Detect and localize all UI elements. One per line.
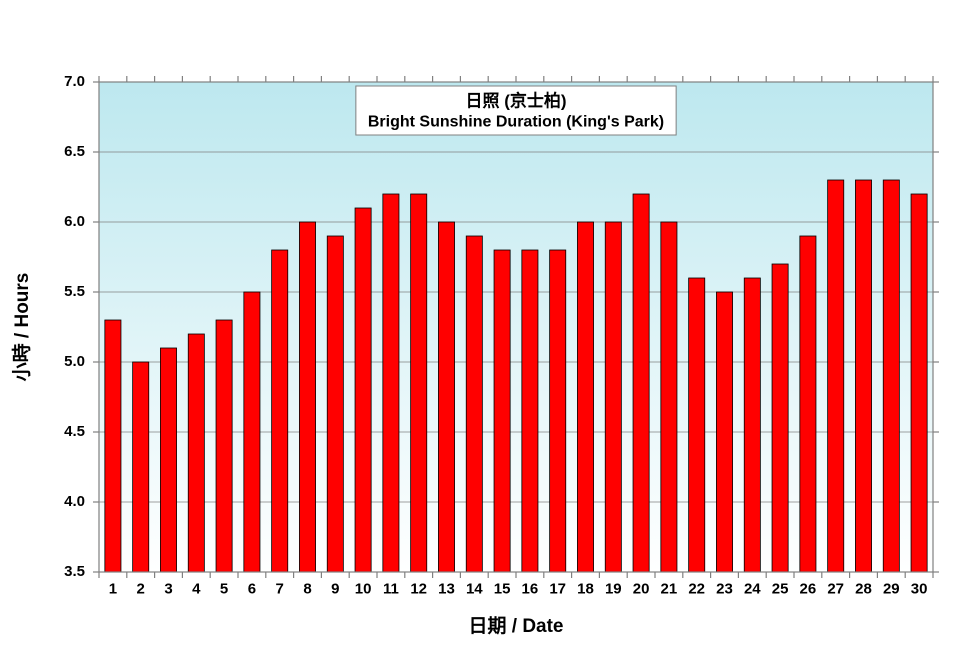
x-tick-label: 3 [164, 580, 172, 597]
y-tick-label: 7.0 [64, 73, 85, 90]
bar [438, 222, 454, 572]
x-tick-label: 6 [248, 580, 256, 597]
x-tick-label: 13 [438, 580, 455, 597]
x-tick-label: 19 [605, 580, 622, 597]
x-axis-label: 日期 / Date [468, 615, 563, 637]
x-tick-label: 27 [827, 580, 844, 597]
chart-title-line1: 日照 (京士柏) [465, 90, 566, 110]
bar [494, 250, 510, 572]
bar [522, 250, 538, 572]
bar [383, 194, 399, 572]
x-tick-label: 15 [494, 580, 511, 597]
x-tick-label: 17 [549, 580, 566, 597]
bar [716, 292, 732, 572]
bar [105, 320, 121, 572]
x-tick-label: 23 [716, 580, 733, 597]
bar [216, 320, 232, 572]
bar [411, 194, 427, 572]
bar [244, 292, 260, 572]
bar [550, 250, 566, 572]
y-tick-label: 5.5 [64, 283, 85, 300]
x-tick-label: 8 [303, 580, 311, 597]
bar [272, 250, 288, 572]
x-tick-label: 9 [331, 580, 339, 597]
bar [355, 208, 371, 572]
x-tick-label: 25 [772, 580, 789, 597]
x-tick-label: 16 [522, 580, 539, 597]
x-tick-label: 12 [410, 580, 427, 597]
bar [133, 362, 149, 572]
bar [299, 222, 315, 572]
chart-title-line2: Bright Sunshine Duration (King's Park) [368, 114, 664, 131]
x-tick-label: 4 [192, 580, 201, 597]
bar [188, 334, 204, 572]
y-tick-label: 6.5 [64, 143, 85, 160]
bar [661, 222, 677, 572]
y-tick-label: 4.0 [64, 493, 85, 510]
x-tick-label: 20 [633, 580, 650, 597]
x-tick-label: 11 [383, 580, 399, 597]
y-tick-label: 5.0 [64, 353, 85, 370]
x-tick-label: 28 [855, 580, 872, 597]
bar [577, 222, 593, 572]
x-tick-label: 22 [688, 580, 705, 597]
bar [855, 180, 871, 572]
x-tick-label: 18 [577, 580, 594, 597]
bar [327, 236, 343, 572]
bar [689, 278, 705, 572]
x-tick-label: 7 [276, 580, 284, 597]
bar [911, 194, 927, 572]
y-tick-label: 6.0 [64, 213, 85, 230]
x-tick-label: 24 [744, 580, 761, 597]
x-tick-label: 5 [220, 580, 228, 597]
x-tick-label: 29 [883, 580, 900, 597]
x-tick-label: 14 [466, 580, 483, 597]
sunshine-bar-chart: 3.54.04.55.05.56.06.57.01234567891011121… [0, 0, 965, 650]
x-tick-label: 2 [137, 580, 145, 597]
bar [800, 236, 816, 572]
x-tick-label: 21 [661, 580, 678, 597]
bar [744, 278, 760, 572]
x-tick-label: 10 [355, 580, 372, 597]
y-tick-label: 3.5 [64, 563, 85, 580]
y-tick-label: 4.5 [64, 423, 85, 440]
y-axis-label: 小時 / Hours [11, 273, 33, 382]
bar [633, 194, 649, 572]
bar [772, 264, 788, 572]
bar [466, 236, 482, 572]
x-tick-label: 26 [800, 580, 817, 597]
bar [160, 348, 176, 572]
bar [828, 180, 844, 572]
x-tick-label: 1 [109, 580, 117, 597]
bar [883, 180, 899, 572]
x-tick-label: 30 [911, 580, 928, 597]
bar [605, 222, 621, 572]
